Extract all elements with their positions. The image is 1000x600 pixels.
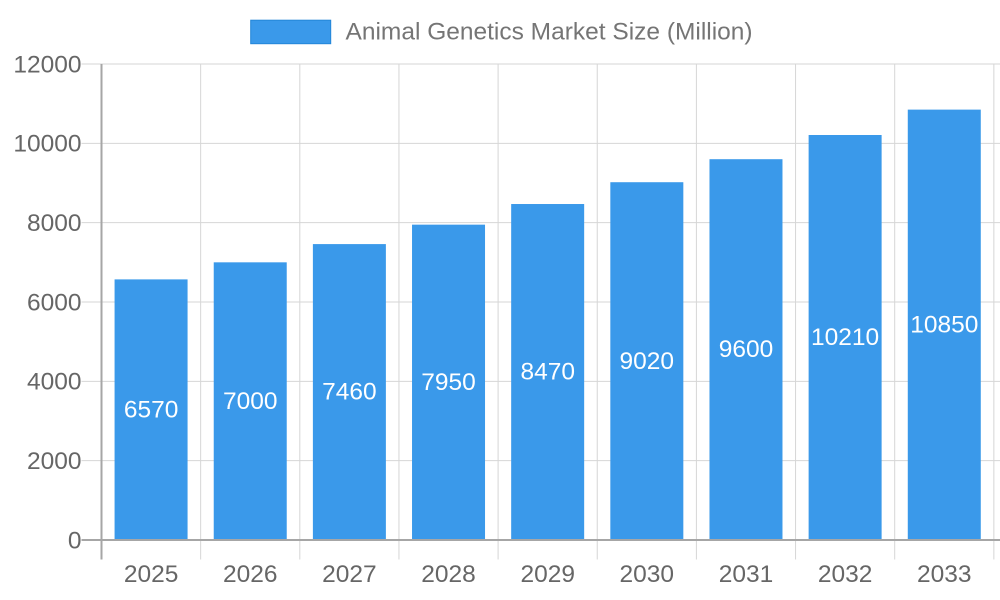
svg-text:2026: 2026 — [223, 561, 278, 588]
svg-text:2025: 2025 — [124, 561, 179, 588]
svg-text:8470: 8470 — [520, 359, 575, 386]
svg-text:0: 0 — [68, 527, 82, 554]
svg-text:9020: 9020 — [620, 348, 675, 375]
svg-text:2028: 2028 — [421, 561, 476, 588]
svg-text:2029: 2029 — [520, 561, 575, 588]
svg-text:2027: 2027 — [322, 561, 377, 588]
svg-text:10850: 10850 — [910, 312, 978, 339]
svg-text:7950: 7950 — [421, 369, 476, 396]
svg-text:8000: 8000 — [27, 210, 82, 237]
svg-text:Animal Genetics Market Size (M: Animal Genetics Market Size (Million) — [346, 19, 753, 46]
svg-text:4000: 4000 — [27, 369, 82, 396]
svg-text:2030: 2030 — [620, 561, 675, 588]
svg-text:2033: 2033 — [917, 561, 972, 588]
svg-text:7460: 7460 — [322, 379, 377, 406]
svg-text:2032: 2032 — [818, 561, 873, 588]
svg-text:12000: 12000 — [13, 51, 81, 78]
svg-text:2000: 2000 — [27, 448, 82, 475]
svg-text:6570: 6570 — [124, 396, 179, 423]
svg-text:6000: 6000 — [27, 289, 82, 316]
svg-text:10000: 10000 — [13, 131, 81, 158]
svg-text:7000: 7000 — [223, 388, 278, 415]
svg-text:10210: 10210 — [811, 324, 879, 351]
svg-text:2031: 2031 — [719, 561, 774, 588]
svg-text:9600: 9600 — [719, 336, 774, 363]
